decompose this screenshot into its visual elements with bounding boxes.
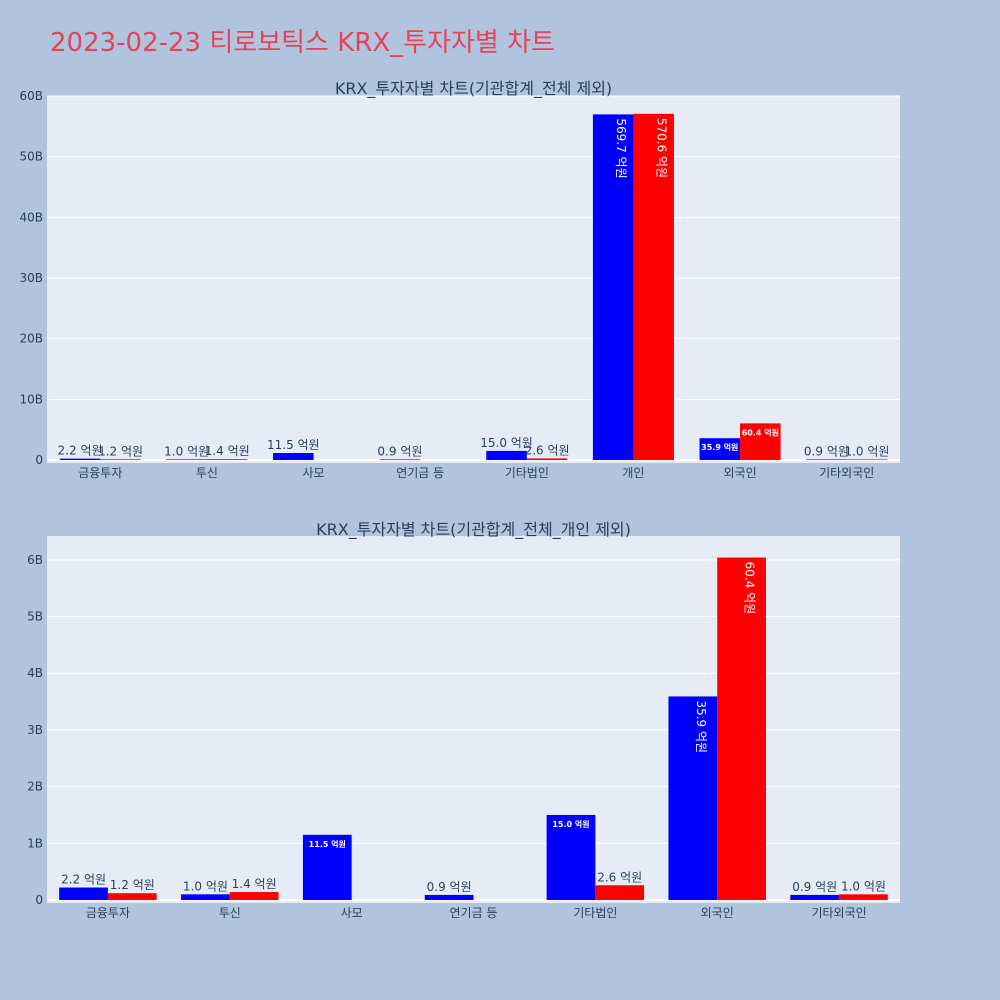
data-label: 1.0 억원 (844, 444, 889, 458)
y-tick-label: 60B (19, 89, 43, 103)
y-tick-label: 0 (35, 893, 43, 907)
y-tick-label: 40B (19, 210, 43, 224)
bar (595, 885, 645, 900)
bar (633, 113, 674, 460)
bar (790, 894, 840, 900)
data-label: 1.2 억원 (110, 878, 155, 892)
data-label: 1.0 억원 (841, 879, 886, 893)
y-tick-label: 5B (27, 610, 43, 624)
x-tick-label: 개인 (622, 466, 644, 480)
bar (379, 459, 421, 461)
bar (206, 459, 248, 460)
data-label: 35.9 억원 (701, 442, 738, 452)
x-tick-label: 투신 (219, 906, 241, 920)
data-label: 11.5 억원 (309, 839, 346, 849)
y-tick-label: 6B (27, 553, 43, 567)
data-label: 0.9 억원 (377, 444, 422, 458)
bar (100, 459, 141, 460)
data-label: 570.6 억원 (655, 118, 669, 178)
x-tick-label: 연기금 등 (396, 466, 444, 480)
y-tick-label: 10B (19, 392, 43, 406)
data-label: 11.5 억원 (267, 438, 320, 452)
x-tick-label: 기타외국인 (819, 466, 874, 480)
y-tick-label: 20B (19, 332, 43, 346)
bar (273, 453, 314, 460)
bar (229, 892, 279, 900)
bar (107, 893, 157, 900)
data-label: 1.4 억원 (232, 877, 277, 891)
x-tick-label: 사모 (341, 906, 363, 920)
bar (59, 887, 108, 900)
x-tick-label: 연기금 등 (450, 906, 498, 920)
bar (59, 458, 101, 460)
bar (846, 459, 888, 460)
bar (486, 450, 527, 460)
data-label: 0.9 억원 (804, 444, 849, 458)
chart-title: KRX_투자자별 차트(기관합계_전체 제외) (335, 79, 612, 99)
data-label: 2.6 억원 (597, 870, 642, 884)
data-label: 1.4 억원 (205, 444, 250, 458)
data-label: 0.9 억원 (792, 880, 837, 894)
x-tick-label: 투신 (196, 466, 218, 480)
x-tick-label: 기타외국인 (811, 906, 866, 920)
data-label: 569.7 억원 (614, 118, 628, 178)
bar (526, 458, 568, 460)
x-tick-label: 금융투자 (78, 466, 122, 480)
x-tick-label: 기타법인 (573, 906, 617, 920)
y-tick-label: 4B (27, 666, 43, 680)
plot-area (47, 96, 900, 463)
y-tick-label: 1B (27, 836, 43, 850)
y-tick-label: 30B (19, 271, 43, 285)
data-label: 60.4 억원 (743, 562, 757, 615)
data-label: 15.0 억원 (552, 819, 589, 829)
y-tick-label: 2B (27, 780, 43, 794)
x-tick-label: 금융투자 (86, 906, 130, 920)
chart-1: 0 10B 20B 30B 40B 50B 60B KRX_투자자별 차트(기관합계_전체 제… (19, 79, 900, 480)
x-tick-label: 외국인 (701, 906, 734, 920)
y-tick-label: 0 (35, 453, 43, 467)
bar (839, 894, 888, 900)
x-tick-label: 기타법인 (505, 466, 549, 480)
bar (740, 423, 781, 460)
bar (546, 814, 596, 900)
y-tick-label: 50B (19, 150, 43, 164)
data-label: 35.9 억원 (694, 700, 708, 753)
chart-2: 0 1B 2B 3B 4B 5B 6B KRX_투자자별 차트(기관합계_전체_개인 제외) 금… (27, 520, 900, 920)
bar (181, 894, 230, 900)
x-tick-label: 외국인 (724, 466, 757, 480)
page-title: 2023-02-23 티로보틱스 KRX_투자자별 차트 (50, 28, 555, 58)
y-tick-label: 3B (27, 723, 43, 737)
x-tick-label: 사모 (303, 466, 325, 480)
data-label: 2.2 억원 (58, 444, 103, 458)
data-label: 2.2 억원 (61, 873, 106, 887)
data-label: 2.6 억원 (525, 443, 570, 457)
chart-title: KRX_투자자별 차트(기관합계_전체_개인 제외) (316, 520, 631, 540)
data-label: 0.9 억원 (427, 880, 472, 894)
bar (424, 894, 474, 900)
plot-area (47, 536, 900, 903)
bar (592, 114, 634, 460)
data-label: 60.4 억원 (742, 427, 779, 437)
bar (668, 696, 718, 900)
data-label: 1.0 억원 (183, 879, 228, 893)
data-label: 1.2 억원 (98, 444, 143, 458)
bar (302, 834, 352, 900)
bar (699, 438, 741, 460)
bar (717, 557, 766, 900)
data-label: 1.0 억원 (164, 444, 209, 458)
bar (806, 459, 847, 461)
data-label: 15.0 억원 (480, 436, 533, 450)
bar (166, 459, 207, 460)
